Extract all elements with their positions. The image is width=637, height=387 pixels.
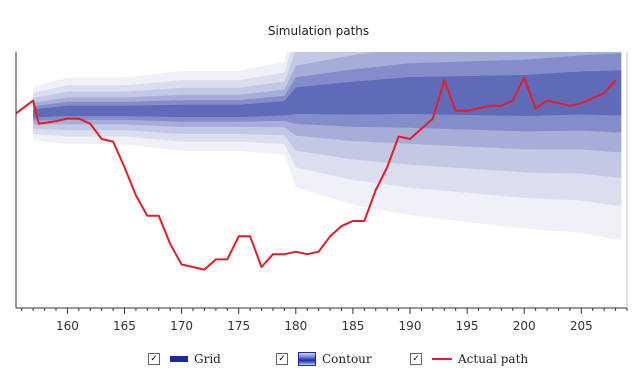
legend-actual-path[interactable]: ✓ Actual path (410, 352, 528, 366)
actual-path-swatch-icon (432, 358, 452, 360)
legend-grid[interactable]: ✓ Grid (148, 352, 221, 366)
density-level-5 (33, 53, 622, 133)
plot-area (16, 52, 627, 308)
grid-label: Grid (194, 352, 221, 366)
density-level-2 (33, 52, 622, 206)
contour-label: Contour (322, 352, 372, 366)
legend: ✓ Grid ✓ Contour ✓ Actual path (0, 352, 637, 372)
density-level-4 (33, 52, 622, 153)
density-level-1 (33, 52, 622, 240)
x-tick-label: 160 (56, 319, 79, 333)
actual-path-line (16, 76, 617, 271)
actual-path-layer (16, 76, 617, 271)
x-tick-label: 180 (284, 319, 307, 333)
density-band (33, 52, 622, 240)
contour-swatch-icon (298, 352, 316, 366)
density-level-3 (33, 52, 622, 178)
x-tick-label: 185 (341, 319, 364, 333)
x-tick-label: 165 (113, 319, 136, 333)
grid-checkbox[interactable]: ✓ (148, 353, 160, 365)
x-tick-label: 200 (513, 319, 536, 333)
x-tick-label: 190 (399, 319, 422, 333)
x-ticks: 160 165 170 175 180 185 190 195 200 205 (21, 308, 628, 333)
x-tick-label: 205 (570, 319, 593, 333)
legend-contour[interactable]: ✓ Contour (276, 352, 372, 366)
density-level-6 (33, 70, 622, 118)
actual-path-checkbox[interactable]: ✓ (410, 353, 422, 365)
grid-swatch-icon (170, 356, 188, 362)
x-tick-label: 170 (170, 319, 193, 333)
actual-path-label: Actual path (458, 352, 529, 366)
chart-title: Simulation paths (267, 24, 370, 38)
contour-checkbox[interactable]: ✓ (276, 353, 288, 365)
x-tick-label: 195 (456, 319, 479, 333)
x-tick-label: 175 (227, 319, 250, 333)
